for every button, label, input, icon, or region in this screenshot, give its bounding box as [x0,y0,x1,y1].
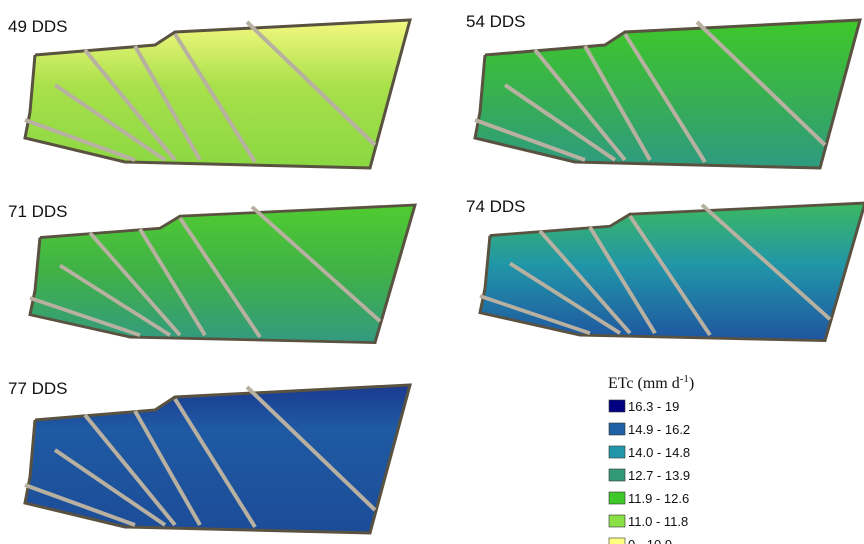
legend-swatch [609,446,625,458]
panel-label: 54 DDS [466,12,526,31]
legend-title: ETc (mm d-1) [608,373,694,392]
legend-label: 12.7 - 13.9 [628,468,690,483]
panel-label: 71 DDS [8,202,68,221]
panel-label: 74 DDS [466,197,526,216]
legend-label: 11.0 - 11.8 [628,514,688,529]
legend-swatch [609,538,625,544]
figure: 49 DDS 54 DDS 71 DDS 74 DDS 77 DDS ETc (… [0,0,864,544]
map-54 [475,20,860,168]
legend: ETc (mm d-1) 16.3 - 19 14.9 - 16.2 14.0 - … [608,373,694,544]
legend-swatch [609,469,625,481]
legend-swatch [609,423,625,435]
map-74 [480,203,864,341]
legend-swatch [609,492,625,504]
legend-swatch [609,515,625,527]
legend-label: 0 - 10.9 [628,537,672,544]
legend-label: 14.0 - 14.8 [628,445,690,460]
legend-label: 16.3 - 19 [628,399,679,414]
panel-label: 77 DDS [8,379,68,398]
panel-label: 49 DDS [8,17,68,36]
map-49 [25,20,410,168]
legend-swatch [609,400,625,412]
legend-label: 14.9 - 16.2 [628,422,690,437]
map-77 [25,385,410,533]
legend-label: 11.9 - 12.6 [628,491,689,506]
map-71 [30,205,415,343]
